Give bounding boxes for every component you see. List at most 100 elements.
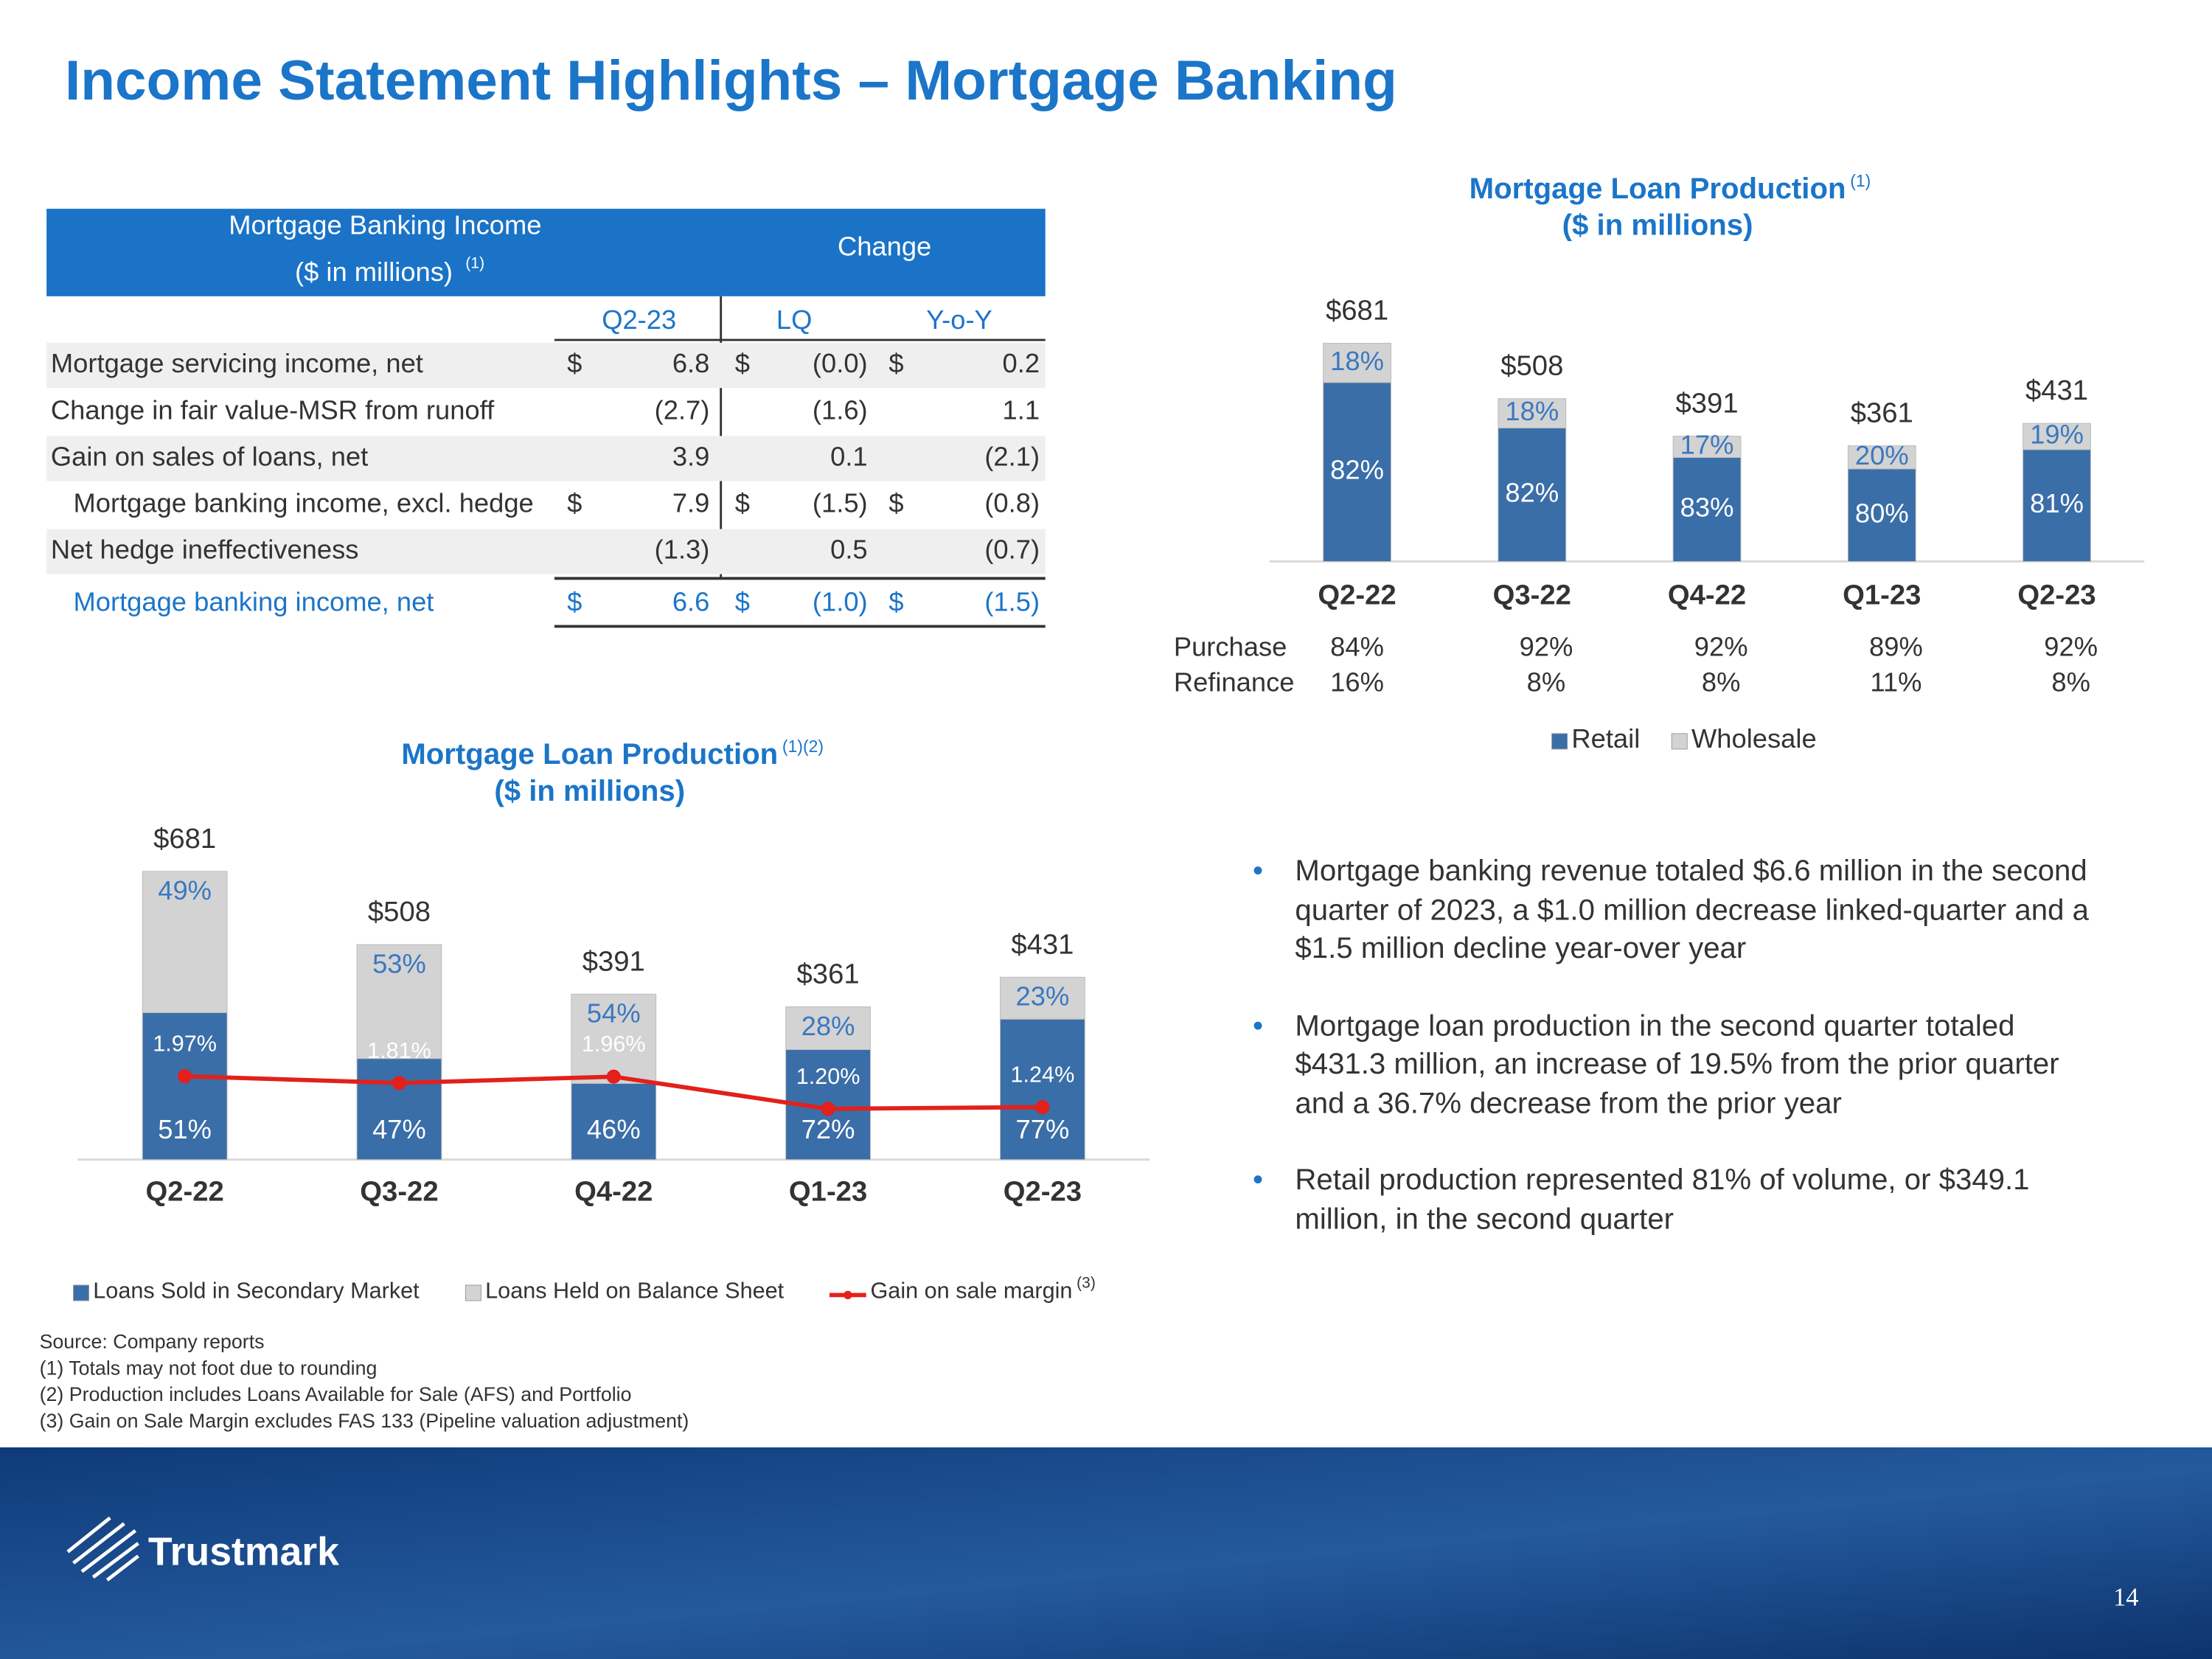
segment-label: 18% <box>1505 396 1559 426</box>
bar-segment <box>1672 436 1742 458</box>
table-header-bg <box>46 209 1046 296</box>
row-label: Mortgage banking income, net <box>73 586 434 616</box>
segment-label: 51% <box>158 1114 212 1144</box>
bullet-list: • Mortgage banking revenue totaled $6.6 m… <box>1253 852 2099 1277</box>
cell-value: 1.1 <box>1003 394 1040 425</box>
mix-label: Purchase <box>1174 632 1287 662</box>
table-change: Change <box>838 231 931 261</box>
table-note: (1) <box>465 254 484 271</box>
segment-label: 47% <box>372 1114 426 1144</box>
total-label: $681 <box>153 823 216 855</box>
total-label: $391 <box>1676 388 1739 420</box>
mix-value: 16% <box>1330 667 1384 698</box>
footnote: Source: Company reports <box>40 1331 265 1353</box>
segment-label: 23% <box>1016 981 1070 1012</box>
total-label: $431 <box>2025 375 2088 406</box>
bar-segment <box>571 1082 657 1161</box>
bullet-dot: • <box>1252 855 1264 888</box>
segment-label: 19% <box>2030 420 2084 450</box>
cell-value: 0.1 <box>830 441 868 471</box>
bullet-dot: • <box>1252 1164 1264 1197</box>
cell-value: (1.5) <box>813 488 868 518</box>
bar-segment <box>356 944 442 1060</box>
legend-label: Loans Held on Balance Sheet <box>485 1279 785 1304</box>
bullet: • Mortgage banking revenue totaled $6.6 m… <box>1253 852 2099 969</box>
legend-label: Wholesale <box>1691 723 1817 754</box>
footnote: (1) Totals may not foot due to rounding <box>40 1357 378 1379</box>
margin-point <box>392 1076 407 1091</box>
segment-label: 77% <box>1016 1114 1070 1144</box>
chart-title-note: (1)(2) <box>782 737 824 756</box>
bar-segment <box>1000 976 1085 1020</box>
cell-value: 3.9 <box>672 441 710 471</box>
mix-value: 92% <box>1520 632 1573 662</box>
segment-label: 46% <box>587 1114 641 1144</box>
row-label: Change in fair value-MSR from runoff <box>51 394 495 425</box>
slide-title: Income Statement Highlights – Mortgage B… <box>65 49 1397 112</box>
mix-value: 11% <box>1870 667 1921 698</box>
bullet-text: Mortgage loan production in the second q… <box>1295 1009 2059 1120</box>
total-label: $681 <box>1326 295 1388 327</box>
cell-currency: $ <box>567 348 582 378</box>
x-tick-label: Q3-22 <box>1493 579 1571 611</box>
cell-currency: $ <box>735 348 750 378</box>
bullet: • Retail production represented 81% of vo… <box>1253 1161 2099 1239</box>
legend-swatch <box>73 1284 90 1301</box>
mix-value: 8% <box>1702 667 1741 698</box>
mix-value: 84% <box>1330 632 1384 662</box>
x-tick-label: Q2-23 <box>1004 1176 1082 1208</box>
chart-title: Mortgage Loan Production <box>401 737 778 771</box>
mix-value: 8% <box>1527 667 1566 698</box>
bar-segment <box>2023 422 2091 451</box>
cell-value: (1.6) <box>813 394 868 425</box>
bar-segment <box>356 1058 442 1161</box>
legend-dot <box>844 1290 852 1300</box>
page-number: 14 <box>2113 1584 2138 1612</box>
segment-label: 17% <box>1680 430 1734 460</box>
legend-swatch <box>1551 733 1568 750</box>
cell-value: (1.0) <box>813 586 868 616</box>
x-tick-label: Q3-22 <box>360 1176 438 1208</box>
x-tick-label: Q2-22 <box>145 1176 223 1208</box>
row-label: Mortgage banking income, excl. hedge <box>73 488 533 518</box>
bar-segment <box>1498 398 1567 428</box>
row-label: Mortgage servicing income, net <box>51 348 423 378</box>
bar-segment <box>2023 449 2091 562</box>
footnote: (3) Gain on Sale Margin excludes FAS 133… <box>40 1410 689 1432</box>
x-tick-label: Q1-23 <box>1843 579 1921 611</box>
segment-label: 53% <box>372 948 426 978</box>
row-shade <box>46 436 1046 481</box>
segment-label: 28% <box>801 1011 855 1041</box>
segment-label: 49% <box>158 875 212 905</box>
margin-label: 1.96% <box>582 1032 646 1057</box>
cell-value: 6.8 <box>672 348 710 378</box>
total-label: $391 <box>582 945 645 977</box>
segment-label: 72% <box>801 1114 855 1144</box>
logo-text: Trustmark <box>148 1531 339 1574</box>
x-tick-label: Q1-23 <box>789 1176 867 1208</box>
bar-segment <box>1847 468 1916 562</box>
chart-subtitle: ($ in millions) <box>494 774 685 807</box>
segment-label: 20% <box>1855 440 1909 470</box>
mix-value: 92% <box>1694 632 1748 662</box>
segment-label: 83% <box>1680 493 1734 523</box>
margin-point <box>821 1102 835 1116</box>
cell-currency: $ <box>567 586 582 616</box>
cell-value: (0.0) <box>813 348 868 378</box>
logo-icon <box>66 1516 139 1582</box>
total-label: $361 <box>797 959 860 990</box>
footnote: (2) Production includes Loans Available … <box>40 1383 632 1405</box>
legend-swatch <box>465 1284 481 1301</box>
cell-value: (0.7) <box>984 535 1040 565</box>
legend-label: Retail <box>1571 723 1640 754</box>
bullet-dot: • <box>1252 1009 1264 1042</box>
bar-segment <box>1000 1018 1085 1161</box>
cell-currency: $ <box>567 488 582 518</box>
cell-currency: $ <box>888 586 903 616</box>
x-tick-label: Q4-22 <box>574 1176 653 1208</box>
cell-currency: $ <box>735 586 750 616</box>
total-label: $361 <box>1851 397 1913 429</box>
segment-label: 80% <box>1855 498 1909 528</box>
chart-title-note: (1) <box>1850 171 1871 190</box>
